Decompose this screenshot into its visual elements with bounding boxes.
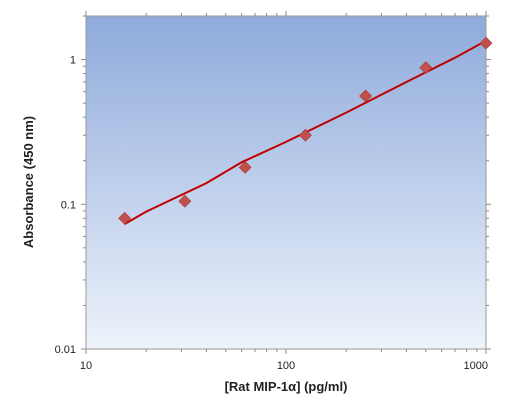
data-point <box>178 194 192 208</box>
data-point <box>419 61 433 75</box>
data-point <box>359 89 373 103</box>
data-point <box>238 160 252 174</box>
y-tick-label: 0.01 <box>55 344 76 356</box>
x-tick-label: 10 <box>80 360 92 372</box>
fit-line-path <box>124 39 487 225</box>
data-point <box>479 36 493 50</box>
y-axis-title: Absorbance (450 nm) <box>21 116 36 248</box>
plot-area <box>85 15 487 350</box>
data-point <box>298 128 312 142</box>
fit-line <box>124 39 487 225</box>
data-points <box>118 36 493 225</box>
y-axis: 0.01 0.1 1 <box>55 15 491 356</box>
data-point <box>118 211 132 225</box>
x-tick-label: 1000 <box>464 360 488 372</box>
x-axis-title: [Rat MIP-1α] (pg/ml) <box>225 379 348 394</box>
x-tick-label: 100 <box>277 360 295 372</box>
y-tick-label: 0.1 <box>61 199 76 211</box>
y-tick-label: 1 <box>70 55 76 67</box>
x-axis: 10 100 1000 <box>80 11 488 372</box>
